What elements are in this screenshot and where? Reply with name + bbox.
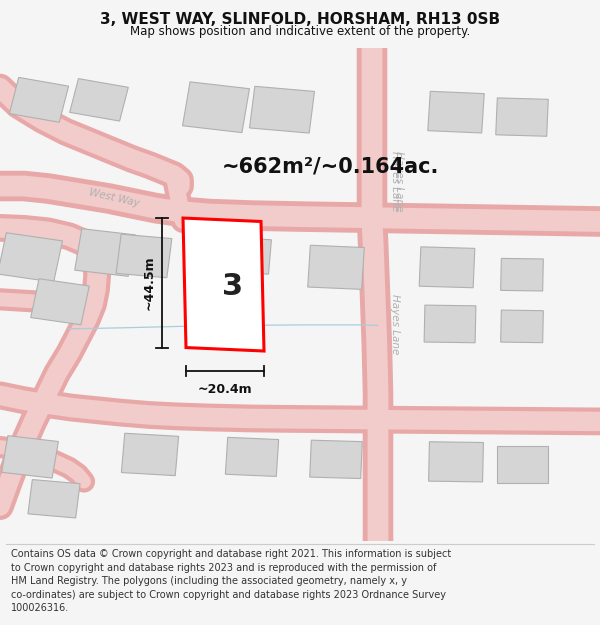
Text: Contains OS data © Crown copyright and database right 2021. This information is : Contains OS data © Crown copyright and d… — [11, 549, 451, 614]
Polygon shape — [308, 245, 364, 289]
Polygon shape — [424, 305, 476, 343]
Polygon shape — [116, 234, 172, 278]
Text: ~20.4m: ~20.4m — [197, 383, 253, 396]
Polygon shape — [70, 79, 128, 121]
Text: 3, WEST WAY, SLINFOLD, HORSHAM, RH13 0SB: 3, WEST WAY, SLINFOLD, HORSHAM, RH13 0SB — [100, 12, 500, 27]
Polygon shape — [250, 86, 314, 133]
Polygon shape — [2, 436, 58, 478]
Polygon shape — [75, 229, 135, 276]
Polygon shape — [428, 91, 484, 133]
Polygon shape — [310, 440, 362, 479]
Polygon shape — [500, 310, 544, 342]
Text: Hayes Lane: Hayes Lane — [390, 294, 400, 354]
Polygon shape — [28, 479, 80, 518]
Polygon shape — [497, 446, 548, 483]
Polygon shape — [226, 438, 278, 476]
Polygon shape — [419, 247, 475, 288]
Polygon shape — [121, 433, 179, 476]
Text: Hayes Lane: Hayes Lane — [394, 151, 404, 211]
Text: Map shows position and indicative extent of the property.: Map shows position and indicative extent… — [130, 26, 470, 39]
Text: West Way: West Way — [202, 221, 254, 234]
Polygon shape — [496, 98, 548, 136]
Polygon shape — [182, 82, 250, 132]
Polygon shape — [233, 238, 271, 274]
Polygon shape — [10, 78, 68, 122]
Polygon shape — [428, 442, 484, 482]
Polygon shape — [183, 218, 264, 351]
Polygon shape — [31, 279, 89, 325]
Text: 3: 3 — [222, 272, 244, 301]
Polygon shape — [0, 232, 62, 282]
Text: ~44.5m: ~44.5m — [142, 256, 155, 310]
Polygon shape — [500, 258, 544, 291]
Text: ~662m²/~0.164ac.: ~662m²/~0.164ac. — [222, 156, 439, 176]
Text: Hayes Lane: Hayes Lane — [390, 151, 400, 211]
Text: West Way: West Way — [88, 188, 140, 209]
